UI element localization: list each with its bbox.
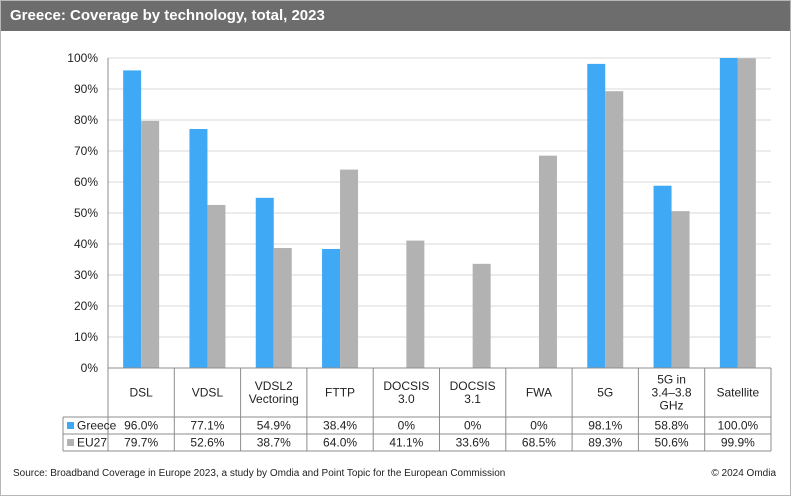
bar-eu27 <box>605 91 624 369</box>
data-label-eu27: 38.7% <box>257 436 291 450</box>
data-label-greece: 54.9% <box>257 419 291 433</box>
chart-title: Greece: Coverage by technology, total, 2… <box>10 7 325 24</box>
x-tick-label: DOCSIS <box>450 379 496 393</box>
y-tick-label: 0% <box>81 361 99 375</box>
data-label-greece: 0% <box>530 419 548 433</box>
bar-eu27 <box>273 248 292 368</box>
data-label-greece: 77.1% <box>190 419 224 433</box>
y-tick-label: 40% <box>74 237 98 251</box>
data-label-greece: 0% <box>398 419 416 433</box>
data-label-greece: 0% <box>464 419 482 433</box>
x-tick-label: Vectoring <box>249 392 299 406</box>
x-tick-label: 3.1 <box>464 392 481 406</box>
x-tick-label: FWA <box>526 386 552 400</box>
bar-eu27 <box>472 263 491 368</box>
data-label-eu27: 99.9% <box>721 436 755 450</box>
x-tick-label: Satellite <box>716 386 759 400</box>
source-note: Source: Broadband Coverage in Europe 202… <box>13 468 506 479</box>
bar-eu27 <box>141 120 160 369</box>
bar-greece <box>189 128 208 368</box>
data-label-eu27: 41.1% <box>389 436 423 450</box>
bar-eu27 <box>207 204 226 368</box>
y-tick-label: 70% <box>74 144 98 158</box>
data-label-greece: 58.8% <box>655 419 689 433</box>
x-tick-label: 5G in <box>657 373 686 387</box>
data-label-greece: 100.0% <box>717 419 758 433</box>
x-tick-label: 5G <box>597 386 613 400</box>
x-tick-label: DSL <box>129 386 153 400</box>
x-tick-label: DOCSIS <box>383 379 429 393</box>
bar-greece <box>322 248 341 368</box>
title-bar: Greece: Coverage by technology, total, 2… <box>1 1 790 31</box>
data-label-greece: 98.1% <box>588 419 622 433</box>
x-tick-label: 3.4–3.8 <box>652 386 692 400</box>
legend-label-greece: Greece <box>77 419 117 433</box>
y-tick-label: 60% <box>74 175 98 189</box>
data-label-greece: 38.4% <box>323 419 357 433</box>
data-label-eu27: 64.0% <box>323 436 357 450</box>
data-label-eu27: 79.7% <box>124 436 158 450</box>
legend-label-eu27: EU27 <box>77 436 107 450</box>
bar-greece <box>123 70 142 369</box>
data-label-eu27: 52.6% <box>190 436 224 450</box>
x-tick-label: VDSL <box>192 386 224 400</box>
y-tick-label: 100% <box>67 51 98 65</box>
copyright-note: © 2024 Omdia <box>711 468 776 479</box>
bar-greece <box>653 185 672 368</box>
data-label-eu27: 33.6% <box>456 436 490 450</box>
bar-chart: 0% 10% 20% 30% 40% 50% 60% 70% 80% 90% 100% DSL VDSL… <box>62 51 772 452</box>
data-label-greece: 96.0% <box>124 419 158 433</box>
y-tick-label: 80% <box>74 113 98 127</box>
bar-greece <box>255 197 274 368</box>
y-tick-label: 10% <box>74 330 98 344</box>
data-label-eu27: 50.6% <box>655 436 689 450</box>
y-tick-label: 50% <box>74 206 98 220</box>
data-label-eu27: 68.5% <box>522 436 556 450</box>
bar-greece <box>587 63 606 368</box>
y-tick-label: 20% <box>74 299 98 313</box>
legend-swatch-greece <box>67 422 74 429</box>
data-label-eu27: 89.3% <box>588 436 622 450</box>
bar-eu27 <box>671 211 690 368</box>
x-tick-label: 3.0 <box>398 392 415 406</box>
bar-eu27 <box>340 169 359 368</box>
x-tick-label: VDSL2 <box>255 379 293 393</box>
x-tick-label: GHz <box>660 399 684 413</box>
bar-eu27 <box>406 240 425 368</box>
x-tick-label: FTTP <box>325 386 355 400</box>
bar-eu27 <box>737 58 756 368</box>
bar-greece <box>719 58 738 368</box>
legend-swatch-eu27 <box>67 439 74 446</box>
y-tick-label: 90% <box>74 82 98 96</box>
bar-eu27 <box>538 155 557 368</box>
y-tick-label: 30% <box>74 268 98 282</box>
